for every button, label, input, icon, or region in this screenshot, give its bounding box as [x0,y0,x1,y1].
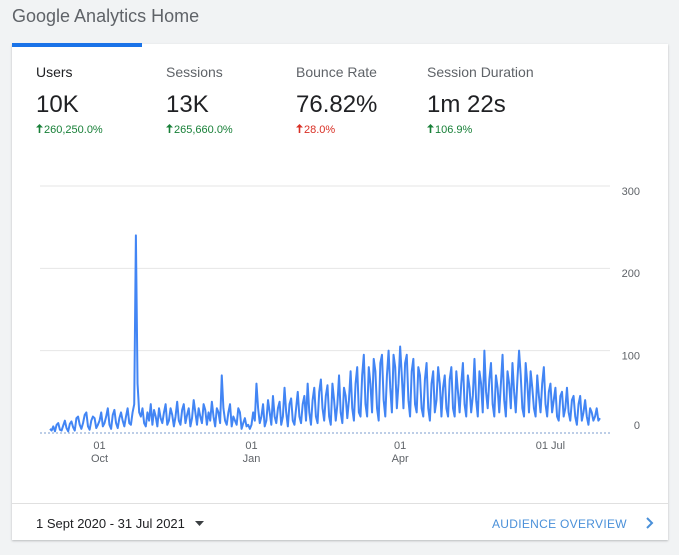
metric-change: 106.9% [427,124,472,136]
x-tick-label: 01 Apr [391,440,409,465]
metric-label: Session Duration [427,64,534,80]
x-tick-label: 01 Jan [242,440,261,465]
audience-overview-link[interactable]: AUDIENCE OVERVIEW [492,517,655,531]
metric-value: 13K [166,91,209,118]
metric-label: Sessions [166,64,223,80]
metric-label: Users [36,64,73,80]
trend-arrow [427,124,434,133]
y-tick-label: 200 [622,268,640,280]
metric-change: 265,660.0% [166,124,233,136]
dropdown-caret [194,521,204,526]
card [12,44,668,540]
y-tick-label: 0 [634,420,640,432]
metric-value: 1m 22s [427,91,506,118]
trend-arrow [296,124,303,133]
trend-arrow [166,124,173,133]
date-range: 1 Sept 2020 - 31 Jul 2021 [36,516,185,531]
chevron [645,517,653,529]
metric-change: 28.0% [296,124,335,136]
metric-label: Bounce Rate [296,64,377,80]
selected-tab-indicator [12,43,142,47]
y-tick-label: 300 [622,186,640,198]
x-tick-label: 01 Oct [90,440,109,465]
metric-value: 76.82% [296,91,378,118]
page-title: Google Analytics Home [12,6,200,26]
change-text: 260,250.0% [44,124,103,136]
series-line [49,234,601,433]
divider [12,503,668,504]
metric-value: 10K [36,91,79,118]
change-text: 265,660.0% [174,124,233,136]
metric-change: 260,250.0% [36,124,103,136]
change-text: 28.0% [304,124,336,136]
trend-arrow [36,124,43,133]
x-tick-label: 01 Jul [535,440,566,452]
y-tick-label: 100 [622,351,640,363]
change-text: 106.9% [435,124,473,136]
date-range-selector[interactable]: 1 Sept 2020 - 31 Jul 2021 [36,516,205,531]
link-text: AUDIENCE OVERVIEW [492,517,627,531]
